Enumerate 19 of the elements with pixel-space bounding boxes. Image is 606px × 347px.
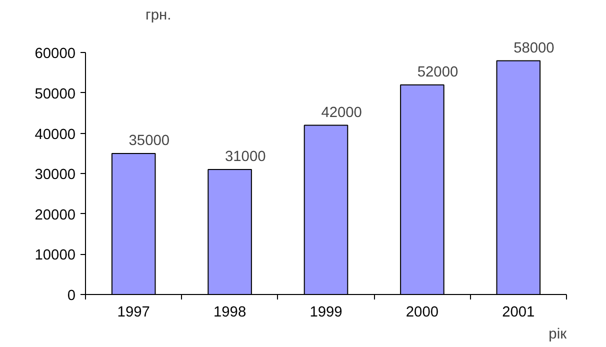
data-label: 58000 [514,40,554,56]
x-tick-label: 1998 [214,304,246,320]
data-label: 52000 [417,64,458,80]
data-label: 35000 [128,132,170,149]
x-axis-title: рік [548,326,568,342]
y-tick-label: 60000 [34,46,76,62]
y-tick-label: 20000 [34,207,76,224]
y-tick-label: 30000 [34,167,76,184]
y-tick-label: 0 [67,288,76,304]
data-label: 31000 [224,149,266,166]
x-tick-label: 1999 [310,304,342,320]
y-tick-label: 40000 [34,126,76,143]
x-tick-label: 2001 [502,304,535,320]
data-label: 42000 [321,104,362,121]
y-tick-label: 10000 [34,248,76,264]
y-tick-label: 50000 [34,86,76,102]
x-tick-label: 1997 [117,304,150,320]
x-tick-label: 2000 [406,304,439,320]
y-axis-title: грн. [146,8,172,24]
